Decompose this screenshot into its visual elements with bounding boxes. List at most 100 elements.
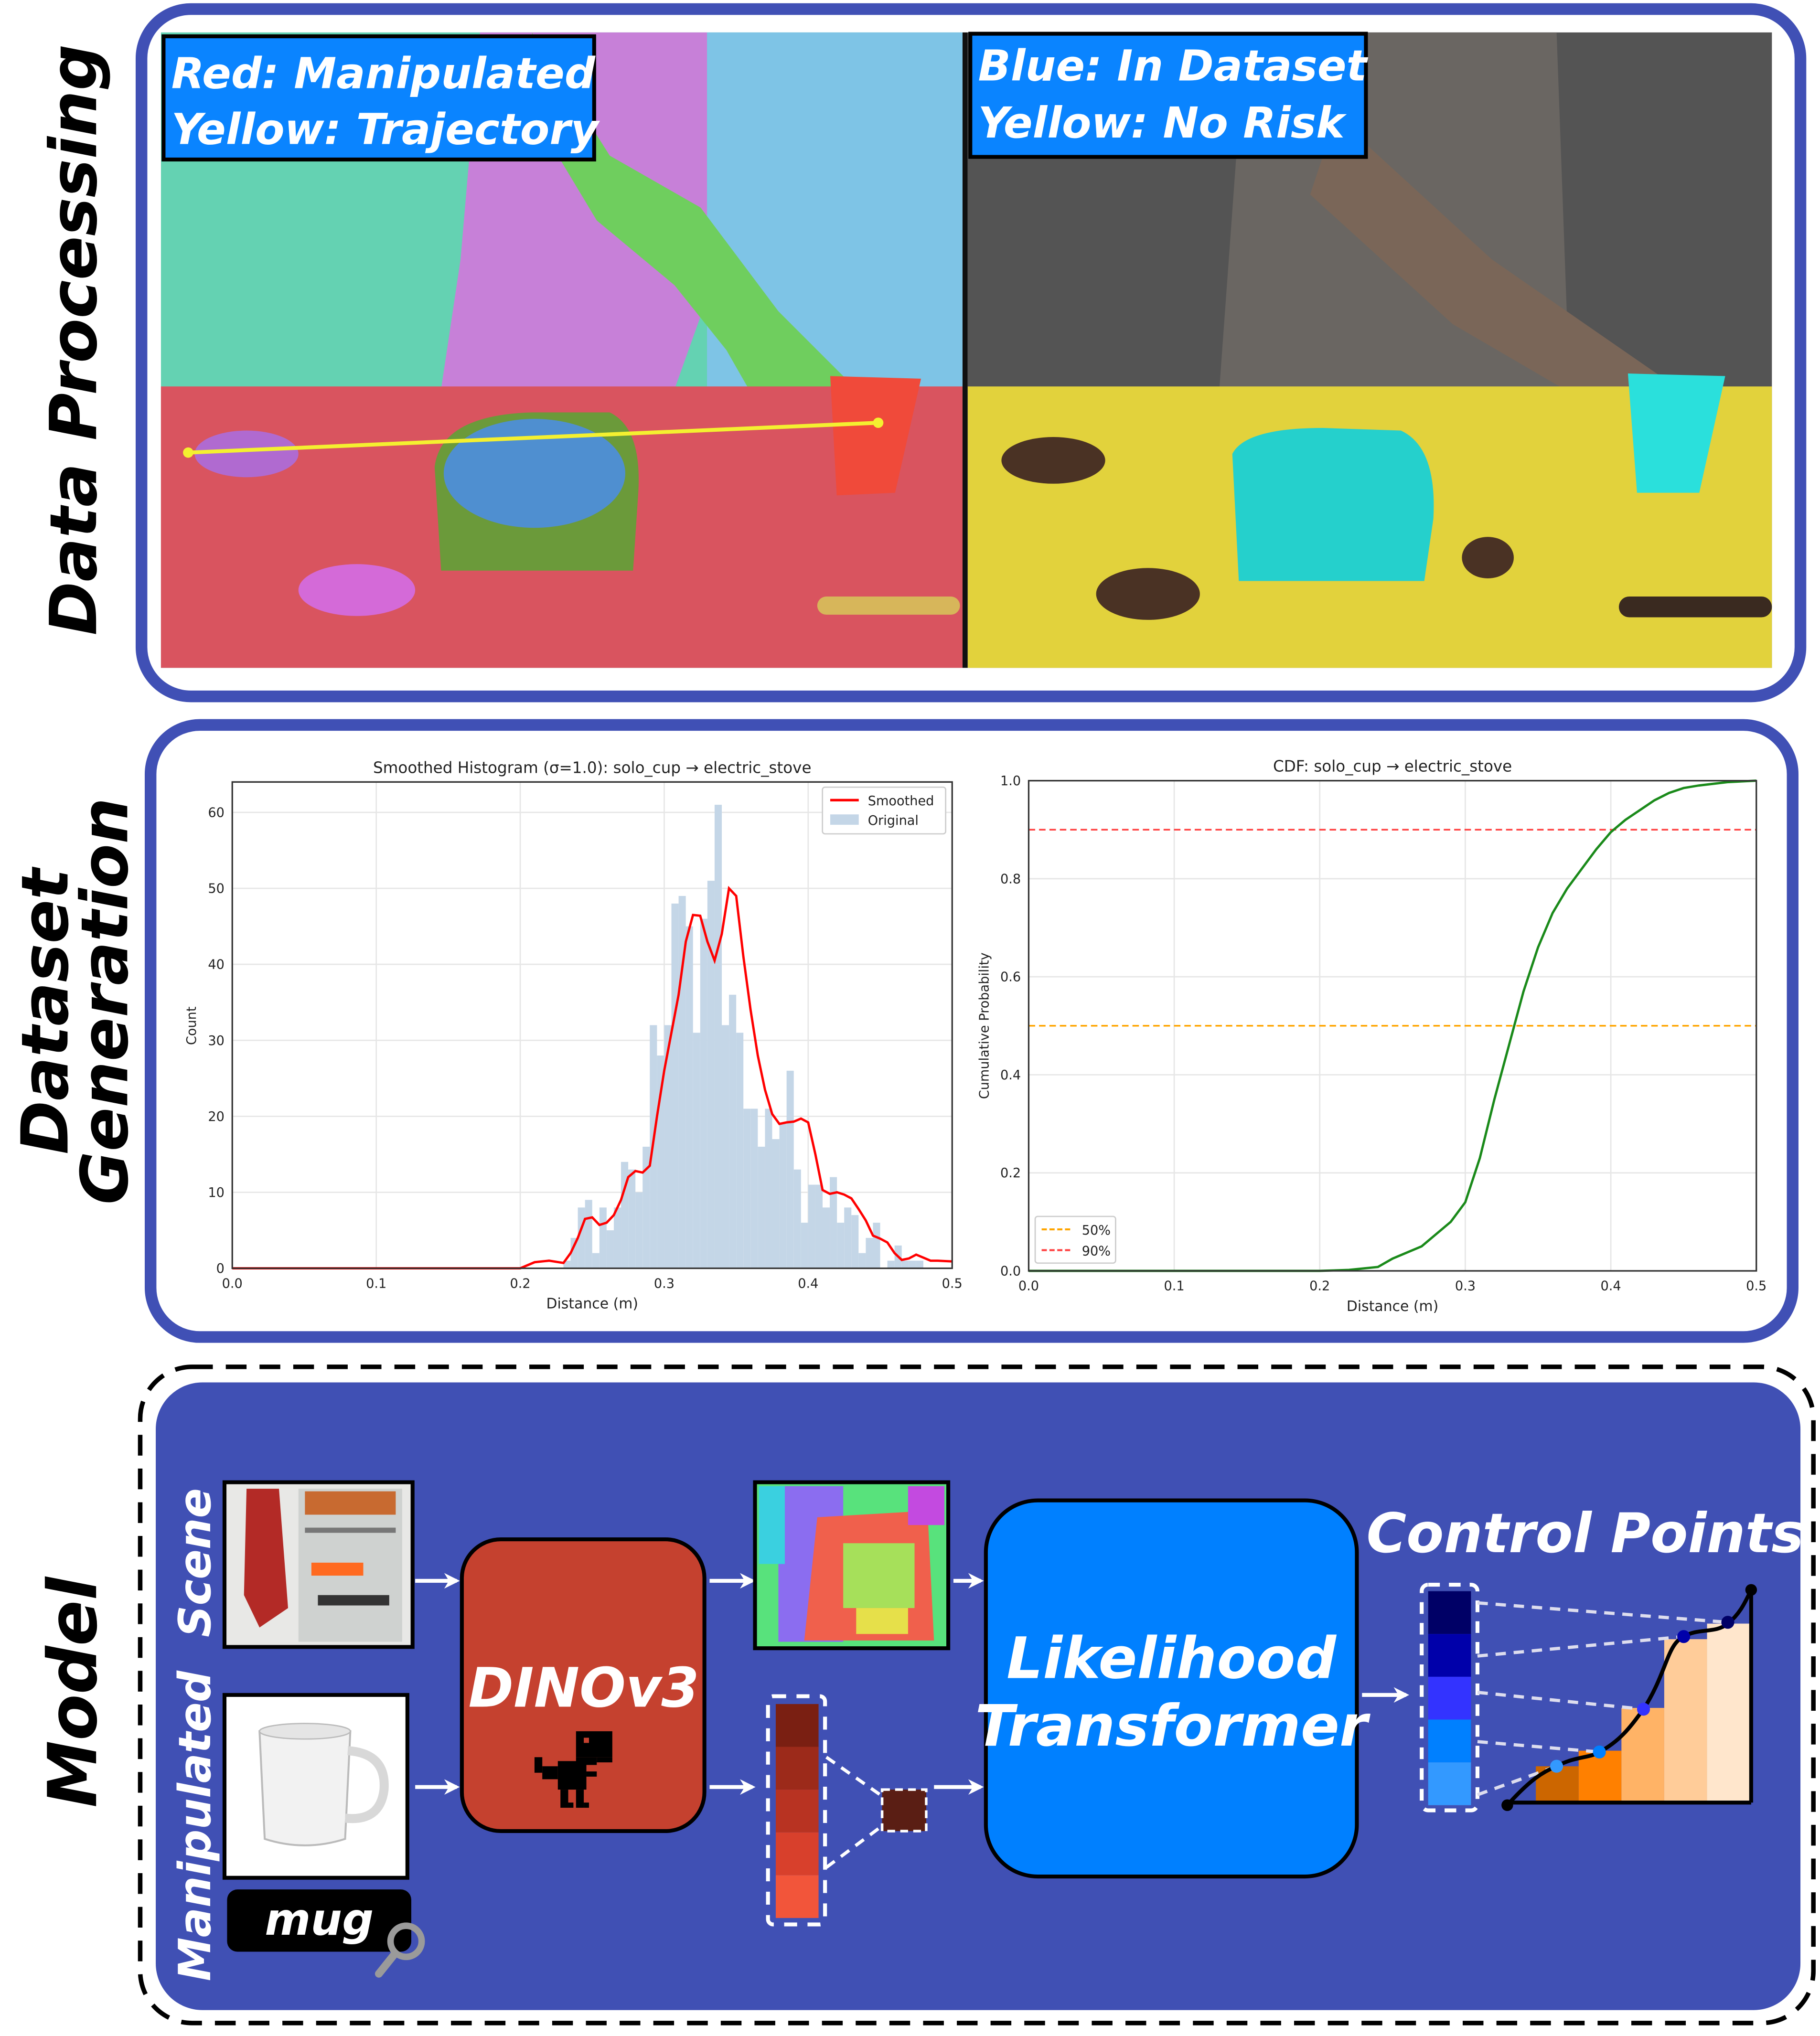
y-tick-label: 30 [208, 1034, 225, 1048]
axes-frame [231, 781, 953, 1269]
scene-label: Scene [169, 1488, 221, 1637]
object-token-column [766, 1694, 827, 1927]
x-tick-label: 0.4 [798, 1276, 818, 1291]
histogram-bar [714, 805, 722, 1269]
histogram-bar [729, 994, 737, 1269]
histogram-bar [758, 1146, 765, 1269]
encoder-label: DINOv3 [469, 1656, 699, 1719]
legend-label-smoothed: Smoothed [868, 794, 934, 809]
histogram-bar [866, 1237, 873, 1269]
legend-label-original: Original [868, 813, 919, 828]
histogram-bar [779, 1124, 787, 1269]
histogram-bar [606, 1230, 614, 1269]
smoothed-line [232, 885, 953, 1269]
query-text-box[interactable]: mug [227, 1889, 411, 1952]
x-tick-label: 0.3 [1455, 1279, 1476, 1294]
histogram-bar [765, 1109, 772, 1269]
histogram-bar [830, 1177, 837, 1269]
legend: 50%90% [1034, 1215, 1116, 1264]
legend-no-risk: Yellow: No Risk [978, 98, 1348, 148]
control-points-title: Control Points [1366, 1502, 1804, 1565]
control-point-links [1477, 1601, 1728, 1797]
histogram-bar [707, 881, 715, 1269]
pooled-token [880, 1788, 928, 1833]
magnifier-icon [375, 1922, 425, 1978]
y-tick-label: 1.0 [1000, 774, 1021, 789]
section-label-data-processing: Data Processing [36, 44, 112, 635]
histogram-bar [671, 903, 679, 1269]
y-tick-label: 0.2 [1000, 1166, 1021, 1181]
histogram-bar [563, 1260, 571, 1269]
x-tick-label: 0.0 [222, 1276, 243, 1291]
y-tick-label: 0.8 [1000, 872, 1021, 886]
section-label-model: Model [34, 1576, 112, 1807]
mug-image [222, 1693, 409, 1880]
y-axis-label: Cumulative Probability [977, 952, 992, 1099]
chart-title: CDF: solo_cup → electric_stove [1273, 757, 1512, 776]
x-tick-label: 0.2 [1309, 1279, 1330, 1294]
manipulated-label: Manipulated [169, 1670, 221, 1981]
y-axis-label: Count [184, 1006, 199, 1045]
histogram-bar [822, 1207, 830, 1269]
x-tick-label: 0.4 [1600, 1279, 1621, 1294]
histogram-bar [628, 1169, 636, 1269]
x-axis-label: Distance (m) [546, 1296, 638, 1312]
histogram-bar [793, 1169, 801, 1269]
histogram-chart: 0.0 0.1 0.2 0.3 0.4 0.5 0 10 20 30 40 50 60 Smoothed … [184, 758, 963, 1312]
histogram-bar [815, 1184, 823, 1269]
histogram-bar [621, 1162, 629, 1269]
x-tick-label: 0.2 [510, 1276, 530, 1291]
histogram-bar [887, 1260, 895, 1269]
histogram-bar [851, 1215, 859, 1269]
histogram-bar [909, 1260, 916, 1269]
histogram-bar [592, 1253, 600, 1269]
histogram-bar [808, 1184, 815, 1269]
x-tick-label: 0.1 [1164, 1279, 1185, 1294]
x-tick-label: 0.3 [654, 1276, 674, 1291]
dinov3-encoder-block: DINOv3 [460, 1537, 707, 1833]
histogram-bar [693, 1033, 700, 1269]
legend-in-dataset: Blue: In Dataset [978, 41, 1369, 91]
legend-frame [1034, 1215, 1116, 1264]
arrow-right-icon [415, 1573, 1410, 1795]
chart-title: Smoothed Histogram (σ=1.0): solo_cup → e… [373, 758, 812, 777]
dinosaur-icon [534, 1731, 612, 1808]
histogram-bar [642, 1146, 650, 1269]
histogram-bar [916, 1260, 923, 1269]
section-label-dataset-generation: Dataset Generation [8, 798, 143, 1205]
scene-image [222, 1480, 415, 1649]
pooling-lines [825, 1756, 883, 1869]
x-tick-label: 0.5 [942, 1276, 963, 1291]
histogram-bar [700, 918, 707, 1269]
histogram-bar [743, 1109, 751, 1269]
histogram-bar [837, 1223, 845, 1269]
y-tick-label: 50 [208, 882, 225, 896]
histogram-bar [873, 1223, 880, 1269]
transformer-label-line2: Transformer [975, 1693, 1371, 1759]
cdf-line [1028, 779, 1756, 1272]
y-tick-label: 0 [216, 1261, 225, 1276]
query-text: mug [265, 1894, 374, 1945]
transformer-label-line1: Likelihood [1006, 1626, 1337, 1692]
histogram-bar [722, 1025, 729, 1269]
y-tick-label: 10 [208, 1185, 225, 1200]
histogram-bar [685, 926, 693, 1269]
x-tick-label: 0.1 [366, 1276, 386, 1291]
section-label-line2: Generation [67, 798, 143, 1205]
legend-swatch-original [830, 814, 859, 825]
x-axis-label: Distance (m) [1347, 1298, 1438, 1315]
histogram-bar [750, 1109, 758, 1269]
y-tick-label: 0.0 [1000, 1264, 1021, 1279]
legend-box-left: Red: Manipulated Yellow: Trajectory [161, 34, 600, 162]
y-tick-label: 0.6 [1000, 970, 1021, 985]
x-tick-label: 0.0 [1018, 1279, 1039, 1294]
histogram-bar [786, 1070, 794, 1269]
histogram-bar [599, 1207, 607, 1269]
histogram-bar [772, 1139, 780, 1269]
model-panel-outline [138, 1364, 1816, 2025]
histogram-bar [585, 1200, 592, 1269]
histogram-bar [844, 1207, 852, 1269]
histogram-bar [570, 1237, 578, 1269]
trajectory-end-point [873, 417, 884, 428]
